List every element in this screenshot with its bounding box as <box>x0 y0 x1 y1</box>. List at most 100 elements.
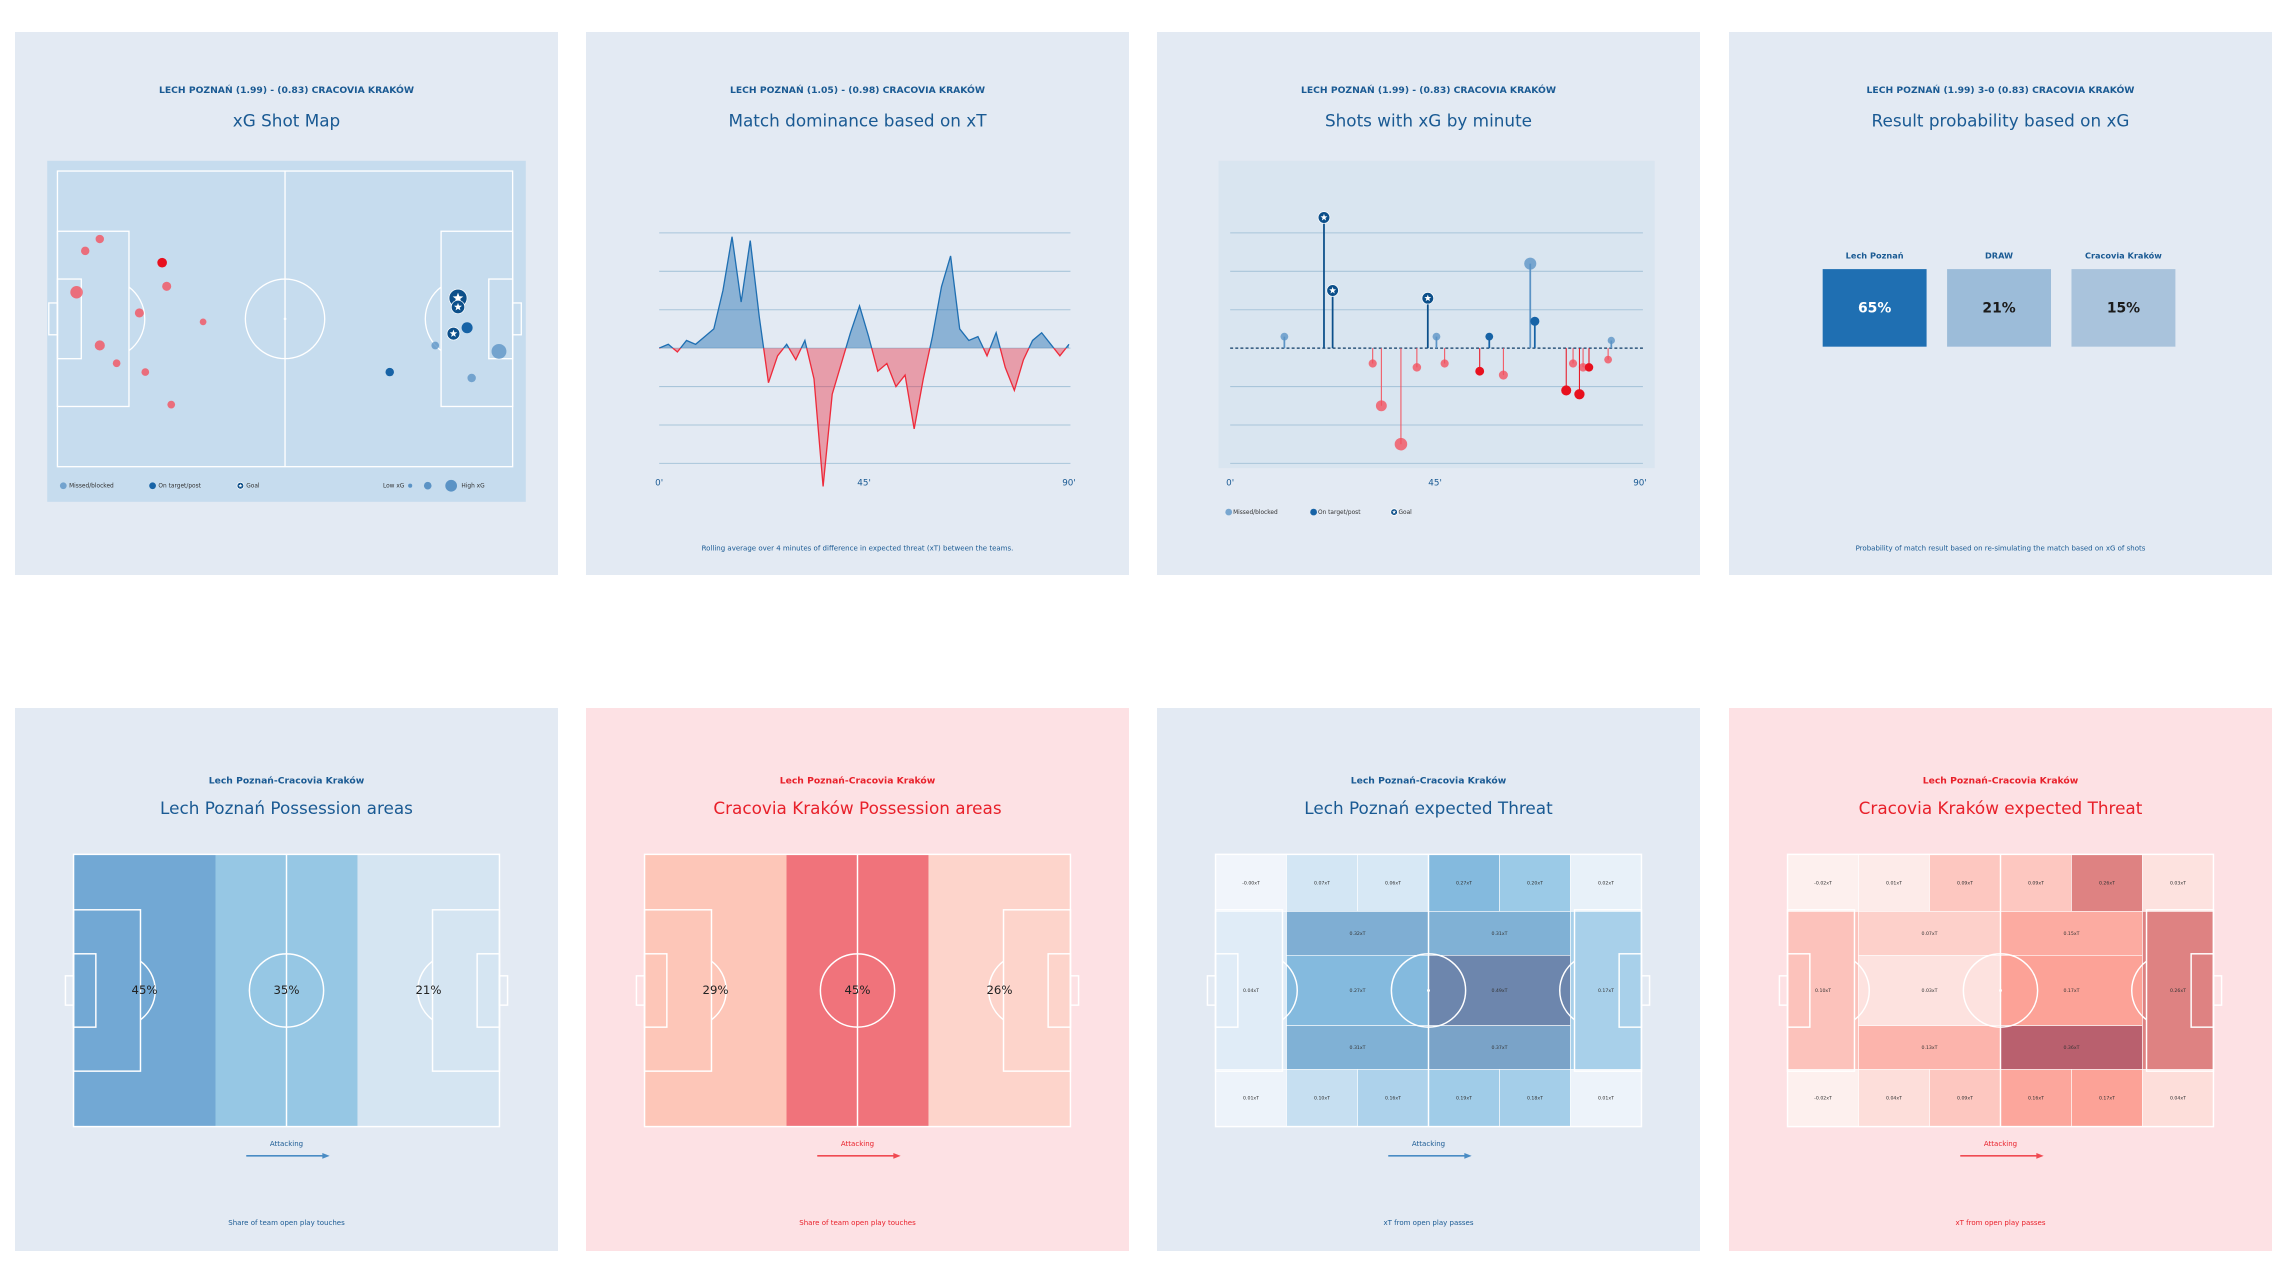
goal-frame <box>498 975 509 1006</box>
pitch-background <box>47 160 526 502</box>
x-tick-label: 0' <box>1226 478 1234 488</box>
tile <box>1822 269 1927 347</box>
on_target-marker <box>385 367 394 377</box>
legend-label: On target/post <box>158 484 201 490</box>
heat-cell <box>2071 854 2143 912</box>
missed-marker <box>112 359 121 368</box>
heat-cell <box>1787 1069 1859 1127</box>
missed-marker <box>141 368 150 376</box>
positive-line <box>658 236 1070 349</box>
heat-cell <box>1286 955 1429 1026</box>
missed-marker <box>1524 257 1537 270</box>
goal-frame <box>1640 975 1651 1006</box>
zone-value: 29% <box>703 983 729 997</box>
heat-cell <box>1357 1069 1429 1127</box>
chart-subtitle: LECH POZNAŃ (1.05) - (0.98) CRACOVIA KRA… <box>730 84 985 96</box>
heat-cell-label: 0.26xT <box>2099 880 2115 886</box>
heat-cell-label: -0.02xT <box>1814 1096 1832 1102</box>
zone <box>357 854 500 1127</box>
missed-marker <box>1375 400 1387 412</box>
chart-title: Match dominance based on xT <box>728 110 987 130</box>
tile-value: 65% <box>1858 301 1891 317</box>
on_target-marker <box>1310 508 1317 516</box>
heat-cell-label: 0.01xT <box>1598 1096 1614 1102</box>
heat-cell-label: 0.18xT <box>1527 1096 1543 1102</box>
heat-cell-label: 0.27xT <box>1349 988 1365 994</box>
goal-star <box>454 302 462 311</box>
missed-marker <box>1498 370 1508 380</box>
zone <box>644 854 787 1127</box>
direction-arrow-head <box>893 1152 901 1159</box>
centre-spot <box>1999 989 2002 992</box>
goal-frame <box>2212 975 2223 1006</box>
missed-marker <box>467 373 476 383</box>
goal-frame <box>64 975 75 1006</box>
direction-label: Attacking <box>841 1139 874 1148</box>
chart-subtitle: Lech Poznań-Cracovia Kraków <box>1923 776 2079 787</box>
size-legend-marker <box>445 479 458 492</box>
chart-title: Cracovia Kraków Possession areas <box>713 798 1001 818</box>
heat-cell-label: 0.15xT <box>2063 931 2079 937</box>
heat-cell-label: 0.17xT <box>1598 988 1614 994</box>
tile-value: 15% <box>2107 301 2140 317</box>
missed-marker <box>1225 508 1233 516</box>
x-tick-label: 45' <box>1428 478 1442 488</box>
heat-cell <box>2000 911 2143 956</box>
heat-cell-label: 0.04xT <box>1886 1096 1902 1102</box>
goal-frame <box>635 975 646 1006</box>
legend-label: Missed/blocked <box>69 484 114 490</box>
tile-category: Lech Poznań <box>1846 250 1904 260</box>
chart-subtitle: Lech Poznań-Cracovia Kraków <box>209 776 365 787</box>
penalty-arc <box>128 286 146 352</box>
chart-panel: LECH POZNAŃ (1.05) - (0.98) CRACOVIA KRA… <box>586 32 1129 575</box>
heat-cell <box>2142 1069 2214 1127</box>
x-tick-label: 90' <box>1062 478 1076 488</box>
legend-label: Goal <box>246 484 260 490</box>
heat-cell-label: 0.13xT <box>1921 1045 1937 1051</box>
x-tick-label: 0' <box>655 478 663 488</box>
chart-note: Share of team open play touches <box>228 1218 345 1227</box>
missed-marker <box>491 343 507 359</box>
tile-category: DRAW <box>1985 250 2013 260</box>
heat-cell-label: 0.10xT <box>1815 988 1831 994</box>
heat-cell-label: 0.09xT <box>1957 1096 1973 1102</box>
tile <box>1947 269 2051 347</box>
heat-cell <box>1570 1069 1642 1127</box>
chart-panel: LECH POZNAŃ (1.99) - (0.83) CRACOVIA KRA… <box>15 32 558 575</box>
heat-cell-label: 0.37xT <box>1491 1045 1507 1051</box>
missed-marker <box>167 400 176 409</box>
chart-panel: Lech Poznań-Cracovia Kraków Lech Poznań P… <box>15 708 558 1251</box>
on_target-marker <box>1574 389 1585 400</box>
zone-value: 45% <box>845 983 871 997</box>
centre-circle <box>1390 953 1467 1028</box>
heat-cell <box>1858 854 1930 912</box>
missed-marker <box>1280 332 1289 341</box>
goal-frame <box>48 302 59 336</box>
heat-cell-label: 0.04xT <box>2170 1096 2186 1102</box>
missed-marker <box>1432 332 1441 341</box>
heat-cell-label: 0.03xT <box>2170 880 2186 886</box>
heat-cell <box>1858 955 2001 1026</box>
heat-cell-label: 0.01xT <box>1886 880 1902 886</box>
chart-subtitle: LECH POZNAŃ (1.99) 3-0 (0.83) CRACOVIA K… <box>1867 84 2135 96</box>
centre-circle <box>248 953 325 1028</box>
plot-background <box>1218 160 1655 469</box>
centre-circle <box>1962 953 2039 1028</box>
missed-marker <box>162 281 172 291</box>
centre-spot <box>856 989 859 992</box>
missed-marker <box>199 318 207 326</box>
direction-arrow-head <box>2036 1152 2044 1159</box>
heat-cell <box>1428 911 1571 956</box>
penalty-arc <box>2131 960 2147 1021</box>
chart-subtitle: LECH POZNAŃ (1.99) - (0.83) CRACOVIA KRA… <box>159 84 414 96</box>
penalty-arc <box>988 960 1004 1021</box>
chart-panel: Lech Poznań-Cracovia Kraków Cracovia Krak… <box>586 708 1129 1251</box>
heat-cell <box>1929 1069 2001 1127</box>
chart-subtitle: LECH POZNAŃ (1.99) - (0.83) CRACOVIA KRA… <box>1301 84 1556 96</box>
goal-star <box>1329 286 1337 294</box>
chart-subtitle: Lech Poznań-Cracovia Kraków <box>1351 776 1507 787</box>
goal-star <box>1320 213 1328 221</box>
heat-cell-label: 0.03xT <box>1921 988 1937 994</box>
centre-circle <box>244 278 326 360</box>
heat-cell-label: 0.10xT <box>1314 1096 1330 1102</box>
